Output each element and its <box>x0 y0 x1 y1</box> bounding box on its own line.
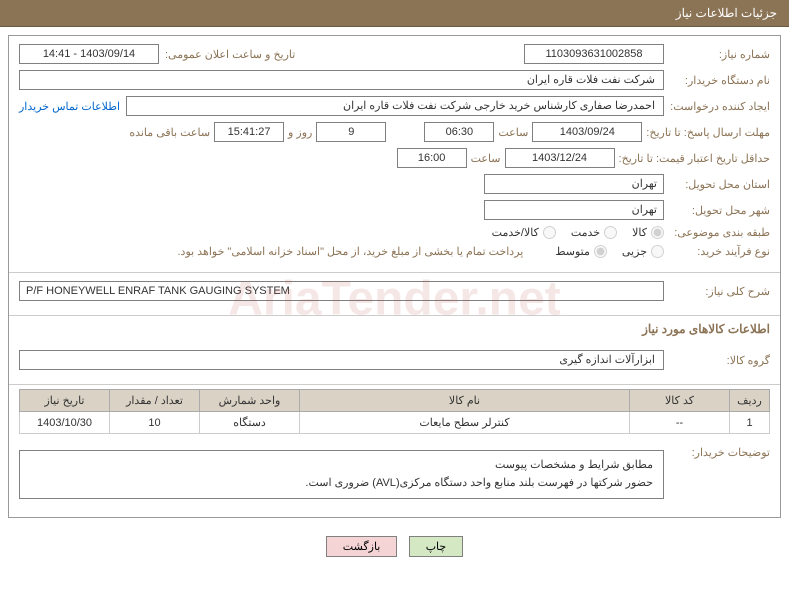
response-date-field: 1403/09/24 <box>532 122 642 142</box>
cell-date: 1403/10/30 <box>20 412 110 434</box>
validity-label: حداقل تاریخ اعتبار قیمت: تا تاریخ: <box>619 152 770 165</box>
cell-unit: دستگاه <box>200 412 300 434</box>
table-header-row: ردیف کد کالا نام کالا واحد شمارش تعداد /… <box>20 390 770 412</box>
table-row: 1 -- کنترلر سطح مایعات دستگاه 10 1403/10… <box>20 412 770 434</box>
validity-date-field: 1403/12/24 <box>505 148 615 168</box>
category-radio-group: کالا خدمت کالا/خدمت <box>492 226 664 239</box>
print-button[interactable]: چاپ <box>409 536 464 557</box>
cell-name: کنترلر سطح مایعات <box>300 412 630 434</box>
time-label-1: ساعت <box>498 126 528 139</box>
response-deadline-label: مهلت ارسال پاسخ: تا تاریخ: <box>646 126 770 139</box>
delivery-city-label: شهر محل تحویل: <box>670 204 770 217</box>
back-button[interactable]: بازگشت <box>326 536 398 557</box>
buyer-notes-line2: حضور شرکتها در فهرست بلند منابع واحد دست… <box>30 475 653 493</box>
need-number-label: شماره نیاز: <box>670 48 770 61</box>
buyer-notes-line1: مطابق شرایط و مشخصات پیوست <box>30 457 653 475</box>
delivery-province-field: تهران <box>484 174 664 194</box>
announce-datetime-field: 1403/09/14 - 14:41 <box>19 44 159 64</box>
th-unit: واحد شمارش <box>200 390 300 412</box>
page-header: جزئیات اطلاعات نیاز <box>0 0 789 27</box>
buyer-notes-label: توضیحات خریدار: <box>670 446 770 459</box>
radio-goods[interactable]: کالا <box>632 226 664 239</box>
need-desc-field: P/F HONEYWELL ENRAF TANK GAUGING SYSTEM <box>19 281 664 301</box>
delivery-city-field: تهران <box>484 200 664 220</box>
main-form: شماره نیاز: 1103093631002858 تاریخ و ساع… <box>8 35 781 518</box>
goods-group-label: گروه کالا: <box>670 354 770 367</box>
need-desc-label: شرح کلی نیاز: <box>670 285 770 298</box>
section-goods: گروه کالا: ابزارآلات اندازه گیری <box>9 342 780 385</box>
th-qty: تعداد / مقدار <box>110 390 200 412</box>
th-row: ردیف <box>730 390 770 412</box>
requester-label: ایجاد کننده درخواست: <box>670 100 770 113</box>
th-code: کد کالا <box>630 390 730 412</box>
category-label: طبقه بندی موضوعی: <box>670 226 770 239</box>
contact-link[interactable]: اطلاعات تماس خریدار <box>19 100 120 113</box>
requester-field: احمدرضا صفاری کارشناس خرید خارجی شرکت نف… <box>126 96 664 116</box>
buyer-org-label: نام دستگاه خریدار: <box>670 74 770 87</box>
goods-table: ردیف کد کالا نام کالا واحد شمارش تعداد /… <box>19 389 770 434</box>
process-label: نوع فرآیند خرید: <box>670 245 770 258</box>
remaining-label: ساعت باقی مانده <box>129 126 210 139</box>
time-label-2: ساعت <box>471 152 501 165</box>
action-buttons: چاپ بازگشت <box>0 526 789 567</box>
cell-code: -- <box>630 412 730 434</box>
buyer-notes-box: مطابق شرایط و مشخصات پیوست حضور شرکتها د… <box>19 450 664 499</box>
radio-both[interactable]: کالا/خدمت <box>492 226 556 239</box>
cell-qty: 10 <box>110 412 200 434</box>
countdown-field: 15:41:27 <box>214 122 284 142</box>
th-date: تاریخ نیاز <box>20 390 110 412</box>
payment-note: پرداخت تمام یا بخشی از مبلغ خرید، از محل… <box>178 245 524 258</box>
cell-row: 1 <box>730 412 770 434</box>
buyer-org-field: شرکت نفت فلات قاره ایران <box>19 70 664 90</box>
goods-table-wrap: ردیف کد کالا نام کالا واحد شمارش تعداد /… <box>9 385 780 438</box>
page-title: جزئیات اطلاعات نیاز <box>676 6 777 20</box>
goods-group-field: ابزارآلات اندازه گیری <box>19 350 664 370</box>
goods-info-title: اطلاعات کالاهای مورد نیاز <box>9 316 780 342</box>
radio-service[interactable]: خدمت <box>571 226 617 239</box>
days-label: روز و <box>288 126 312 139</box>
radio-partial[interactable]: جزیی <box>622 245 664 258</box>
th-name: نام کالا <box>300 390 630 412</box>
validity-time-field: 16:00 <box>397 148 467 168</box>
section-need-desc: شرح کلی نیاز: P/F HONEYWELL ENRAF TANK G… <box>9 273 780 316</box>
delivery-province-label: استان محل تحویل: <box>670 178 770 191</box>
days-field: 9 <box>316 122 386 142</box>
section-general: شماره نیاز: 1103093631002858 تاریخ و ساع… <box>9 36 780 273</box>
response-time-field: 06:30 <box>424 122 494 142</box>
section-buyer-notes: توضیحات خریدار: مطابق شرایط و مشخصات پیو… <box>9 438 780 517</box>
process-radio-group: جزیی متوسط <box>555 245 664 258</box>
announce-label: تاریخ و ساعت اعلان عمومی: <box>165 48 295 61</box>
need-number-field: 1103093631002858 <box>524 44 664 64</box>
radio-medium[interactable]: متوسط <box>555 245 607 258</box>
